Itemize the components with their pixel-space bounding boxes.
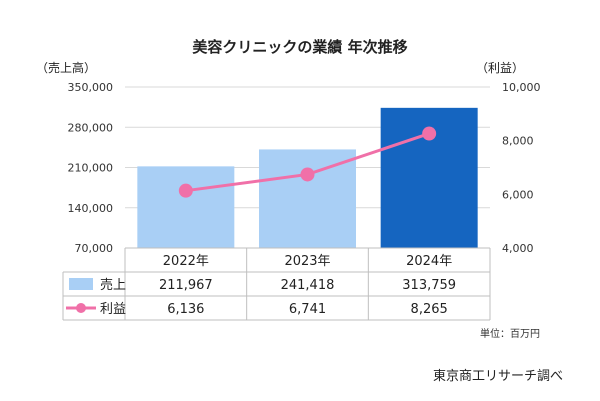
y-right-ticks: 10,000 8,000 6,000 4,000 — [502, 81, 541, 255]
y-left-tick-label: 280,000 — [68, 121, 114, 134]
y-left-tick-label: 140,000 — [68, 202, 114, 215]
profit-point-2 — [300, 167, 315, 182]
unit-note: 単位：百万円 — [480, 327, 540, 340]
y-right-tick-label: 10,000 — [502, 81, 541, 94]
profit-point-3 — [422, 126, 437, 141]
legend-swatch-sales — [69, 278, 93, 290]
x-tick-label: 2022年 — [163, 254, 209, 269]
legend-label: 利益 — [100, 302, 126, 317]
profit-point-1 — [178, 183, 193, 198]
table-cell: 8,265 — [411, 302, 448, 317]
line-series — [178, 126, 437, 198]
y-left-tick-label: 70,000 — [75, 242, 114, 255]
source-note: 東京商工リサーチ調べ — [433, 368, 563, 384]
table-cell: 211,967 — [159, 278, 213, 293]
table-cell: 241,418 — [281, 278, 335, 293]
y-right-tick-label: 8,000 — [502, 135, 534, 148]
y-right-axis-label: （利益） — [476, 61, 524, 75]
y-left-ticks: 350,000 280,000 210,000 140,000 70,000 — [68, 81, 114, 255]
legend-label: 売上 — [100, 277, 126, 293]
chart-title: 美容クリニックの業績 年次推移 — [192, 38, 407, 56]
y-left-tick-label: 210,000 — [68, 162, 114, 175]
y-right-tick-label: 6,000 — [502, 188, 534, 201]
table-cell: 6,741 — [289, 302, 326, 317]
y-left-axis-label: （売上高） — [36, 60, 96, 75]
legend-marker-profit — [76, 303, 86, 313]
y-right-tick-label: 4,000 — [502, 242, 534, 255]
y-left-tick-label: 350,000 — [68, 81, 114, 94]
table-cell: 313,759 — [402, 278, 456, 293]
bar-2 — [259, 149, 356, 248]
x-tick-label: 2024年 — [406, 254, 452, 269]
bar-1 — [137, 166, 235, 248]
x-tick-label: 2023年 — [284, 254, 330, 269]
table-cell: 6,136 — [167, 302, 204, 317]
